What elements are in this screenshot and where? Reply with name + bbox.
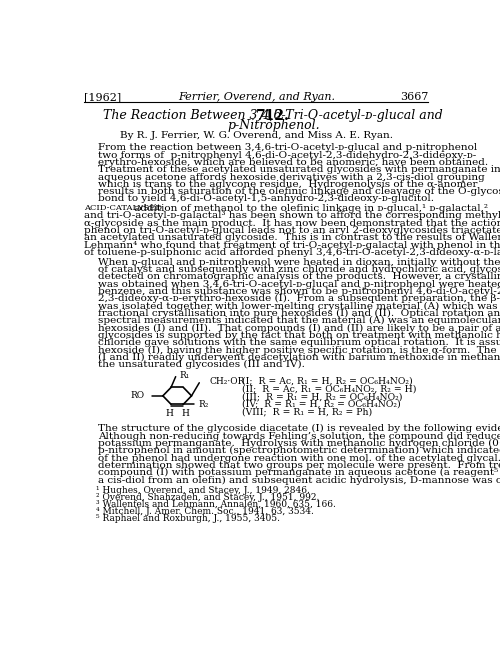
Text: glycosides is supported by the fact that both on treatment with methanolic hydro: glycosides is supported by the fact that… bbox=[98, 331, 500, 340]
Text: (IV;  R = R₁ = H, R₂ = OC₆H₄NO₂): (IV; R = R₁ = H, R₂ = OC₆H₄NO₂) bbox=[242, 400, 401, 409]
Text: The Reaction Between 3,4,6-Tri-O-acetyl-ᴅ-glucal and: The Reaction Between 3,4,6-Tri-O-acetyl-… bbox=[104, 109, 443, 122]
Text: H: H bbox=[181, 409, 189, 418]
Text: α-glycoside as the main product.  It has now been demonstrated that the action o: α-glycoside as the main product. It has … bbox=[84, 219, 500, 228]
Text: potassium permanganate.  Hydrolysis with methanolic hydrogen chloride (0·005s) y: potassium permanganate. Hydrolysis with … bbox=[98, 439, 500, 448]
Text: spectral measurements indicated that the material (A) was an equimolecular mixtu: spectral measurements indicated that the… bbox=[98, 316, 500, 326]
Text: 2,3-dideoxy-α-ᴅ-erythro-hexoside (I).  From a subsequent preparation, the β-isom: 2,3-dideoxy-α-ᴅ-erythro-hexoside (I). Fr… bbox=[98, 294, 500, 303]
Text: benzene, and this substance was shown to be p-nitrophenyl 4,6-di-O-acetyl-2,3-di: benzene, and this substance was shown to… bbox=[98, 287, 500, 296]
Text: Treatment of these acetylated unsaturated glycosides with permanganate in: Treatment of these acetylated unsaturate… bbox=[98, 165, 500, 174]
Text: detected on chromatographic analysis of the products.  However, a crystalline pr: detected on chromatographic analysis of … bbox=[98, 272, 500, 281]
Text: 3667: 3667 bbox=[400, 92, 428, 102]
Text: aqueous acetone affords hexoside derivatives with a 2,3-cis-diol grouping: aqueous acetone affords hexoside derivat… bbox=[98, 172, 485, 181]
Text: of the phenol had undergone reaction with one mol. of the acetylated glycal.  Ac: of the phenol had undergone reaction wit… bbox=[98, 454, 500, 462]
Text: 712.: 712. bbox=[256, 109, 290, 123]
Text: H: H bbox=[166, 409, 173, 418]
Text: two forms of  p-nitrophenyl 4,6-di-O-acetyl-2,3-didehydro-2,3-dideoxy-ᴅ-: two forms of p-nitrophenyl 4,6-di-O-acet… bbox=[98, 151, 476, 160]
Text: was isolated together with lower-melting crystalline material (A) which was reso: was isolated together with lower-melting… bbox=[98, 301, 500, 310]
Text: (I and II) readily underwent deacetylation with barium methoxide in methanol⁴ to: (I and II) readily underwent deacetylati… bbox=[98, 353, 500, 362]
Text: ² Overend, Shahzadeh, and Stacey, J., 1951, 992.: ² Overend, Shahzadeh, and Stacey, J., 19… bbox=[96, 493, 319, 502]
Text: bond to yield 4,6-di-O-acetyl-1,5-anhydro-2,3-dideoxy-ᴅ-glucitol.: bond to yield 4,6-di-O-acetyl-1,5-anhydr… bbox=[98, 195, 434, 204]
Text: ACID-CATALYSED: ACID-CATALYSED bbox=[84, 204, 162, 212]
Text: Ferrier, Overend, and Ryan.: Ferrier, Overend, and Ryan. bbox=[178, 92, 335, 102]
Text: (III;  R = R₁ = H, R₂ = OC₆H₄NO₂): (III; R = R₁ = H, R₂ = OC₆H₄NO₂) bbox=[242, 392, 403, 401]
Text: ¹ Hughes, Overend, and Stacey, J., 1949, 2846.: ¹ Hughes, Overend, and Stacey, J., 1949,… bbox=[96, 486, 310, 495]
Text: The structure of the glycoside diacetate (I) is revealed by the following eviden: The structure of the glycoside diacetate… bbox=[98, 424, 500, 434]
Text: ⁴ Mitchell, J. Amer. Chem. Soc., 1941, 63, 3534.: ⁴ Mitchell, J. Amer. Chem. Soc., 1941, 6… bbox=[96, 507, 314, 515]
Text: (II;  R = Ac, R₁ = OC₆H₄NO₂, R₂ = H): (II; R = Ac, R₁ = OC₆H₄NO₂, R₂ = H) bbox=[242, 384, 417, 393]
Text: Although non-reducing towards Fehling’s solution, the compound did reduce aqueou: Although non-reducing towards Fehling’s … bbox=[98, 432, 500, 441]
Text: [1962]: [1962] bbox=[84, 92, 122, 102]
Text: results in both saturation of the olefinic linkage and cleavage of the O-glycosy: results in both saturation of the olefin… bbox=[98, 187, 500, 196]
Text: chloride gave solutions with the same equilibrium optical rotation.  It is assum: chloride gave solutions with the same eq… bbox=[98, 338, 500, 347]
Text: ³ Wallenfels and Lehmann, Annalen, 1960, 635, 166.: ³ Wallenfels and Lehmann, Annalen, 1960,… bbox=[96, 500, 336, 509]
Text: determination showed that two groups per molecule were present.  From treatment : determination showed that two groups per… bbox=[98, 461, 500, 470]
Text: RO: RO bbox=[130, 391, 144, 400]
Text: When ᴅ-glucal and p-nitrophenol were heated in dioxan, initially without the add: When ᴅ-glucal and p-nitrophenol were hea… bbox=[98, 257, 500, 267]
Text: erythro-hexoside, which are believed to be anomeric, have been obtained.: erythro-hexoside, which are believed to … bbox=[98, 158, 488, 167]
Text: was obtained when 3,4,6-tri-O-acetyl-ᴅ-glucal and p-nitrophenol were heated in b: was obtained when 3,4,6-tri-O-acetyl-ᴅ-g… bbox=[98, 280, 500, 289]
Text: From the reaction between 3,4,6-tri-O-acetyl-ᴅ-glucal and p-nitrophenol: From the reaction between 3,4,6-tri-O-ac… bbox=[98, 143, 477, 152]
Text: the unsaturated glycosides (III and IV).: the unsaturated glycosides (III and IV). bbox=[98, 360, 305, 369]
Text: hexoside (I), having the higher positive specific rotation, is the α-form.  The : hexoside (I), having the higher positive… bbox=[98, 345, 500, 354]
Text: of toluene-p-sulphonic acid afforded phenyl 3,4,6-tri-O-acetyl-2,3-dideoxy-α-ᴅ-l: of toluene-p-sulphonic acid afforded phe… bbox=[84, 248, 500, 257]
Text: an acetylated unsaturated glycoside.  This is in contrast to the results of Wall: an acetylated unsaturated glycoside. Thi… bbox=[84, 233, 500, 242]
Text: p-nitrophenol in amount (spectrophotometric determination) which indicated that : p-nitrophenol in amount (spectrophotomet… bbox=[98, 446, 500, 455]
Text: R₂: R₂ bbox=[198, 400, 208, 409]
Text: of catalyst and subsequently with zinc chloride and hydrochloric acid, glycoside: of catalyst and subsequently with zinc c… bbox=[98, 265, 500, 274]
Text: Lehmann⁴ who found that treatment of tri-O-acetyl-ᴅ-galactal with phenol in the : Lehmann⁴ who found that treatment of tri… bbox=[84, 240, 500, 250]
Text: a cis-diol from an olefin) and subsequent acidic hydrolysis, D-mannose was obtai: a cis-diol from an olefin) and subsequen… bbox=[98, 476, 500, 485]
Text: ⁵ Raphael and Roxburgh, J., 1955, 3405.: ⁵ Raphael and Roxburgh, J., 1955, 3405. bbox=[96, 514, 280, 523]
Text: (VIII;  R = R₁ = H, R₂ = Ph): (VIII; R = R₁ = H, R₂ = Ph) bbox=[242, 407, 372, 417]
Text: phenol on tri-O-acetyl-ᴅ-glucal leads not to an aryl 2-deoxyglycosides triacetat: phenol on tri-O-acetyl-ᴅ-glucal leads no… bbox=[84, 226, 500, 235]
Text: R₁: R₁ bbox=[180, 371, 190, 381]
Text: hexosides (I) and (II).  That compounds (I) and (II) are likely to be a pair of : hexosides (I) and (II). That compounds (… bbox=[98, 324, 500, 333]
Text: p-Nitrophenol.: p-Nitrophenol. bbox=[227, 119, 320, 132]
Text: By R. J. Ferrier, W. G. Overend, and Miss A. E. Ryan.: By R. J. Ferrier, W. G. Overend, and Mis… bbox=[120, 131, 393, 140]
Text: CH₂·OR: CH₂·OR bbox=[210, 377, 244, 386]
Text: (I;  R = Ac, R₁ = H, R₂ = OC₆H₄NO₂): (I; R = Ac, R₁ = H, R₂ = OC₆H₄NO₂) bbox=[242, 377, 413, 386]
Text: addition of methanol to the olefinic linkage in ᴅ-glucal,¹ ᴅ-galactal,²: addition of methanol to the olefinic lin… bbox=[130, 204, 488, 213]
Text: which is trans to the aglycone residue.  Hydrogenolysis of the α-anomer: which is trans to the aglycone residue. … bbox=[98, 180, 477, 189]
Text: compound (I) with potassium permanganate in aqueous acetone (a reagent⁵ leading : compound (I) with potassium permanganate… bbox=[98, 468, 500, 477]
Text: fractional crystallisation into pure hexosides (I) and (II).  Optical rotation a: fractional crystallisation into pure hex… bbox=[98, 309, 500, 318]
Text: and tri-O-acetyl-ᴅ-galactal³ has been shown to afford the corresponding methyl 2: and tri-O-acetyl-ᴅ-galactal³ has been sh… bbox=[84, 212, 500, 221]
